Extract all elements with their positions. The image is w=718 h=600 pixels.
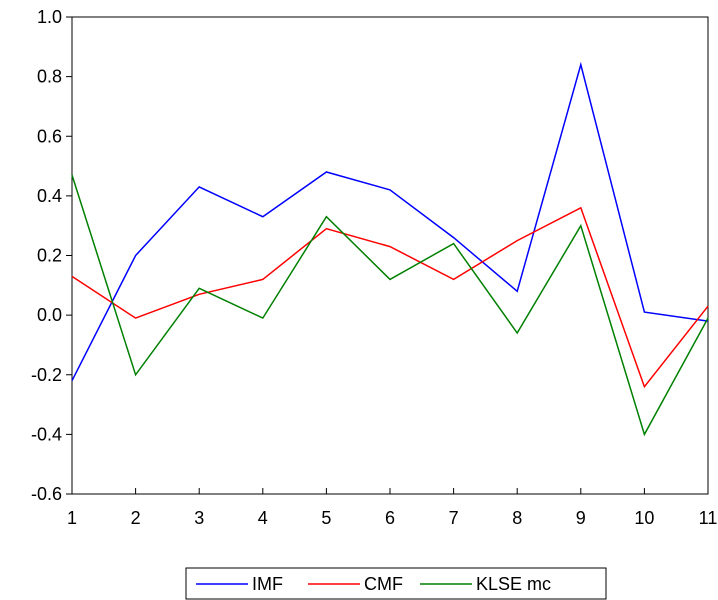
legend-label: KLSE mc: [476, 574, 551, 594]
legend: IMF CMF KLSE mc: [185, 567, 607, 600]
legend-box: [185, 567, 607, 600]
series-line-cmf: [71, 206, 709, 389]
y-tick-label: 1.0: [37, 7, 62, 27]
x-tick-label: 4: [258, 508, 268, 528]
y-tick-label: 0.0: [37, 305, 62, 325]
y-tick-label: 0.8: [37, 67, 62, 87]
y-axis: -0.6 -0.4 -0.2 0.0 0.2 0.4 0.6 0.8 1.0: [31, 7, 72, 504]
x-tick-label: 7: [449, 508, 459, 528]
x-tick-label: 1: [67, 508, 77, 528]
x-tick-label: 11: [699, 508, 718, 528]
x-tick-label: 9: [576, 508, 586, 528]
x-tick-label: 8: [512, 508, 522, 528]
y-tick-label: -0.2: [31, 365, 62, 385]
series-lines: [71, 61, 709, 437]
y-tick-label: 0.6: [37, 126, 62, 146]
series-line-klse-mc: [71, 174, 709, 437]
legend-label: IMF: [252, 574, 283, 594]
legend-label: CMF: [364, 574, 403, 594]
x-axis: 1 2 3 4 5 6 7 8 9 10 11: [67, 488, 717, 528]
y-tick-label: 0.4: [37, 186, 62, 206]
plot-frame: [71, 16, 709, 495]
y-tick-label: -0.4: [31, 424, 62, 444]
x-tick-label: 5: [321, 508, 331, 528]
x-tick-label: 6: [385, 508, 395, 528]
y-tick-label: -0.6: [31, 484, 62, 504]
x-tick-label: 3: [194, 508, 204, 528]
legend-items: IMF CMF KLSE mc: [196, 574, 551, 594]
x-tick-label: 2: [131, 508, 141, 528]
y-tick-label: 0.2: [37, 246, 62, 266]
series-line-imf: [71, 61, 709, 382]
x-tick-label: 10: [634, 508, 654, 528]
